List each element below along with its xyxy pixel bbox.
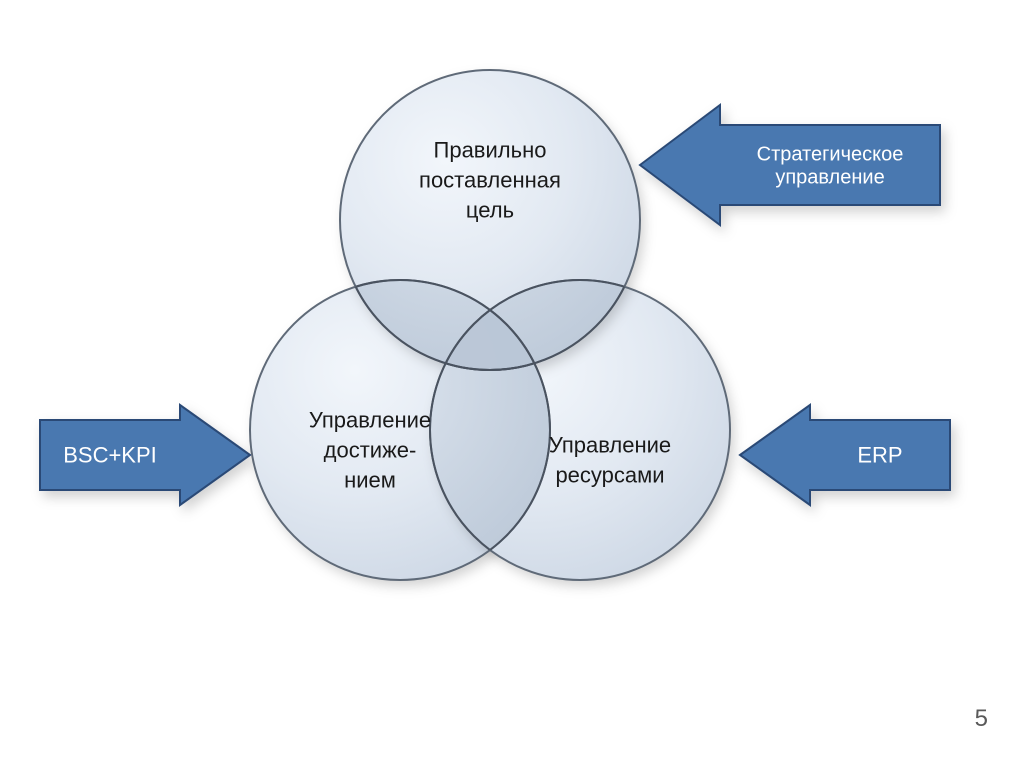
arrow-strategic: Стратегическоеуправление xyxy=(640,105,940,225)
arrow-bsc-kpi: BSC+KPI xyxy=(40,405,250,505)
arrow-erp: ERP xyxy=(740,405,950,505)
arrow-label-bsc-kpi: BSC+KPI xyxy=(63,443,157,468)
page-number: 5 xyxy=(975,705,988,733)
diagram-stage: СтратегическоеуправлениеBSC+KPIERPПравил… xyxy=(0,0,1024,767)
arrow-label-erp: ERP xyxy=(857,443,902,468)
diagram-svg: СтратегическоеуправлениеBSC+KPIERPПравил… xyxy=(0,0,1024,767)
arrow-label-strategic: Стратегическоеуправление xyxy=(757,144,904,189)
